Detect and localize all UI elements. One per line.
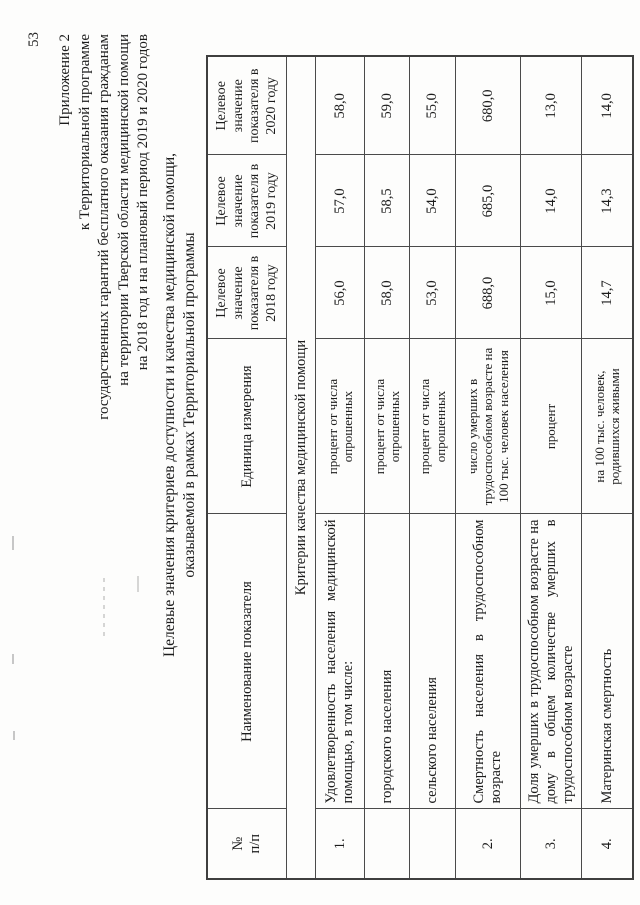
value-2019-cell: 54,0 <box>409 155 456 247</box>
value-2018-cell: 58,0 <box>364 247 410 339</box>
scan-artifact <box>13 731 15 740</box>
unit-cell: число умерших в трудоспособном возрасте … <box>455 339 521 514</box>
row-number-cell: 1. <box>315 809 365 879</box>
value-2020-cell: 55,0 <box>409 56 456 155</box>
unit-cell: процент от числа опрошенных <box>409 339 456 514</box>
appendix-line: государственных гарантий бесплатного ока… <box>96 34 112 420</box>
section-title: Критерии качества медицинской помощи <box>286 56 316 879</box>
value-2019-cell: 58,5 <box>364 155 410 247</box>
table-row: сельского населения процент от числа опро… <box>409 56 456 879</box>
value-2019-cell: 57,0 <box>315 155 365 247</box>
indicator-name-cell: сельского населения <box>409 514 456 809</box>
value-2020-cell: 58,0 <box>315 56 365 155</box>
table-row: 1. Удовлетворенность населения медицинско… <box>315 56 365 879</box>
appendix-line: на территории Тверской области медицинск… <box>115 34 132 386</box>
unit-cell: процент от числа опрошенных <box>315 339 365 514</box>
header-target-2019: Целевое значение показателя в 2019 году <box>207 155 287 247</box>
indicator-name-cell: городского населения <box>364 514 410 809</box>
header-row-number: № п/п <box>207 809 287 879</box>
indicator-name-cell: Доля умерших в трудоспособном возрасте н… <box>520 514 582 809</box>
value-2018-cell: 688,0 <box>455 247 521 339</box>
value-2020-cell: 59,0 <box>364 56 410 155</box>
value-2018-cell: 15,0 <box>520 247 582 339</box>
scan-artifact <box>103 578 105 638</box>
table-row: 4. Материнская смертность на 100 тыс. чело… <box>581 56 633 879</box>
value-2019-cell: 14,3 <box>581 155 633 247</box>
row-number-cell <box>409 809 456 879</box>
value-2018-cell: 53,0 <box>409 247 456 339</box>
appendix-line: Приложение 2 <box>57 34 73 126</box>
row-number-cell: 2. <box>455 809 521 879</box>
header-indicator-name: Наименование показателя <box>207 514 287 809</box>
scan-artifact <box>137 576 139 592</box>
document-title: Целевые значения критериев доступности и… <box>160 55 200 755</box>
header-unit: Единица измерения <box>207 339 287 514</box>
table-header-row: № п/п Наименование показателя Единица из… <box>207 56 287 879</box>
appendix-line: к Территориальной программе <box>76 34 93 231</box>
value-2019-cell: 14,0 <box>520 155 582 247</box>
row-number-cell: 4. <box>581 809 633 879</box>
unit-cell: процент <box>520 339 582 514</box>
document-title-line: Целевые значения критериев доступности и… <box>161 152 178 658</box>
scan-artifact <box>12 654 14 664</box>
value-2018-cell: 56,0 <box>315 247 365 339</box>
value-2019-cell: 685,0 <box>455 155 521 247</box>
appendix-line: на 2018 год и на плановый период 2019 и … <box>135 34 151 371</box>
indicators-table: № п/п Наименование показателя Единица из… <box>206 55 634 880</box>
unit-cell: процент от числа опрошенных <box>364 339 410 514</box>
scan-artifact <box>12 536 14 550</box>
table-row: городского населения процент от числа опр… <box>364 56 410 879</box>
indicator-name-cell: Смертность населения в трудоспособном во… <box>455 514 521 809</box>
value-2020-cell: 680,0 <box>455 56 521 155</box>
row-number-cell <box>364 809 410 879</box>
table-row: 2. Смертность населения в трудоспособном … <box>455 56 521 879</box>
row-number-cell: 3. <box>520 809 582 879</box>
appendix-reference-block: Приложение 2 к Территориальной программе… <box>56 34 154 594</box>
value-2020-cell: 13,0 <box>520 56 582 155</box>
unit-cell: на 100 тыс. человек, родившихся живыми <box>581 339 633 514</box>
header-target-2020: Целевое значение показателя в 2020 году <box>207 56 287 155</box>
page-number: 53 <box>26 32 42 47</box>
header-target-2018: Целевое значение показателя в 2018 году <box>207 247 287 339</box>
value-2018-cell: 14,7 <box>581 247 633 339</box>
table-row: 3. Доля умерших в трудоспособном возрасте… <box>520 56 582 879</box>
indicator-name-cell: Удовлетворенность населения медицинской … <box>315 514 365 809</box>
document-title-line: оказываемой в рамках Территориальной про… <box>181 232 198 578</box>
value-2020-cell: 14,0 <box>581 56 633 155</box>
indicator-name-cell: Материнская смертность <box>581 514 633 809</box>
section-row: Критерии качества медицинской помощи <box>286 56 316 879</box>
